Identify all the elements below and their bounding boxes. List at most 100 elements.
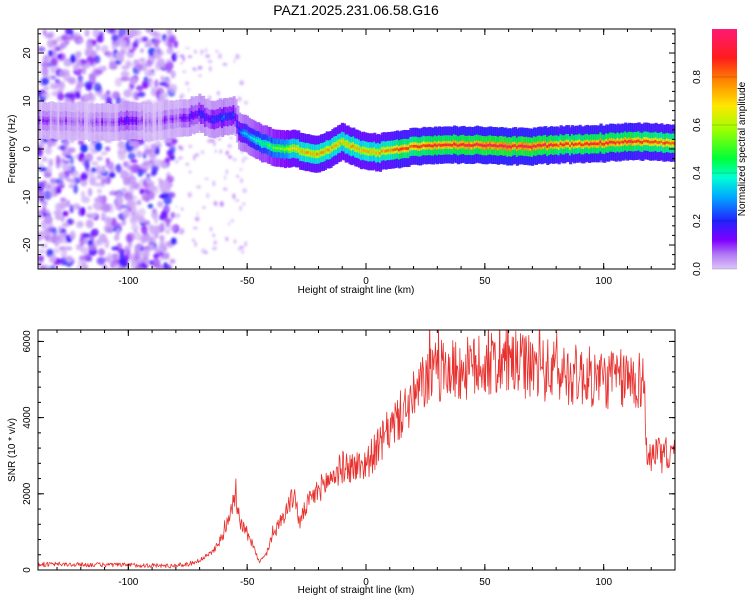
spectrogram-ridge-cell xyxy=(186,116,191,120)
spectrogram-cell xyxy=(209,226,213,232)
spectrogram-ridge-cell xyxy=(652,140,656,144)
x-tick-label: 100 xyxy=(595,276,612,287)
spectrogram-cell xyxy=(135,264,143,269)
spectrogram-cell xyxy=(144,78,152,83)
spectrogram-ridge-cell xyxy=(338,141,343,145)
spectrogram-ridge-cell xyxy=(259,140,263,144)
spectrogram-ridge-cell xyxy=(179,116,183,119)
spectrogram-cell xyxy=(120,76,130,82)
spectrogram-ridge-cell xyxy=(164,118,168,122)
spectrogram-cell xyxy=(61,158,66,164)
spectrogram-ridge-cell xyxy=(160,120,164,123)
spectrogram-ridge-cell xyxy=(665,141,670,144)
spectrogram-cell xyxy=(40,264,46,269)
spectrogram-cell xyxy=(175,213,180,218)
spectrogram-cell xyxy=(230,219,235,223)
spectrogram-cell xyxy=(200,150,205,155)
spectrogram-cell xyxy=(59,231,65,238)
spectrogram-cell xyxy=(167,191,176,199)
spectrogram-ridge-cell xyxy=(333,144,337,148)
spectrogram-cell xyxy=(170,211,176,219)
spectrogram-cell xyxy=(153,253,159,259)
spectrogram-cell xyxy=(188,144,193,148)
spectrogram-ridge-cell xyxy=(177,117,181,120)
spectrogram-cell xyxy=(205,54,210,58)
x-tick-label: -100 xyxy=(118,577,138,588)
spectrogram-ridge-cell xyxy=(68,119,73,123)
spectrogram-ridge-cell xyxy=(458,143,462,147)
spectrogram-cell xyxy=(69,204,74,214)
spectrogram-cell xyxy=(169,36,176,44)
spectrogram-cell xyxy=(175,205,178,208)
spectrogram-ridge-cell xyxy=(654,139,658,143)
spectrogram-cell xyxy=(41,66,49,77)
spectrogram-ridge-cell xyxy=(318,152,322,156)
spectrogram-ridge-cell xyxy=(565,142,569,145)
x-tick-label: -100 xyxy=(118,276,138,287)
spectrogram-cell xyxy=(69,170,79,178)
spectrogram-cell xyxy=(166,149,173,157)
spectrogram-cell xyxy=(105,226,113,233)
spectrogram-cell xyxy=(215,204,218,207)
spectrogram-cell xyxy=(151,208,157,214)
spectrogram-ridge-cell xyxy=(262,142,267,146)
spectrogram-cell xyxy=(143,148,153,155)
spectrogram-cell xyxy=(164,252,170,260)
spectrogram-cell xyxy=(240,178,243,184)
spectrogram-cell xyxy=(45,147,52,155)
spectrogram-ridge-cell xyxy=(211,117,215,121)
spectrogram-ridge-cell xyxy=(260,142,265,146)
spectrogram-ridge-cell xyxy=(411,144,415,148)
spectrogram-cell xyxy=(111,43,117,51)
spectrogram-cell xyxy=(145,29,153,33)
spectrogram-cell xyxy=(208,65,212,72)
spectrogram-cell xyxy=(165,62,172,69)
spectrogram-cell xyxy=(159,235,165,241)
spectrogram-ridge-cell xyxy=(325,148,329,152)
spectrogram-cell xyxy=(207,59,213,64)
spectrogram-ridge-cell xyxy=(380,149,384,153)
spectrogram-ridge-cell xyxy=(475,142,480,146)
spectrogram-cell xyxy=(182,57,185,62)
spectrogram-cell xyxy=(108,63,118,70)
spectrogram-cell xyxy=(196,185,202,189)
spectrogram-ridge-cell xyxy=(59,119,63,123)
spectrogram-ridge-cell xyxy=(529,145,533,149)
spectrogram-cell xyxy=(213,240,217,246)
spectrogram-ridge-cell xyxy=(375,151,379,155)
spectrogram-cell xyxy=(115,227,121,236)
spectrogram-ridge-cell xyxy=(434,143,438,147)
spectrogram-ridge-cell xyxy=(671,141,675,145)
spectrogram-cell xyxy=(138,218,147,224)
spectrogram-cell xyxy=(149,260,154,266)
spectrogram-cell xyxy=(106,29,115,34)
spectrogram-ridge-cell xyxy=(55,119,59,123)
spectrogram-cell xyxy=(243,156,249,160)
spectrogram-cell xyxy=(60,249,68,259)
x-tick-label: -50 xyxy=(240,276,255,287)
spectrogram-cell xyxy=(182,70,187,74)
spectrogram-cell xyxy=(170,70,176,79)
spectrogram-ridge-cell xyxy=(127,119,132,123)
spectrogram-cell xyxy=(60,197,67,202)
spectrogram-cell xyxy=(163,138,173,143)
spectrogram-ridge-cell xyxy=(496,144,500,148)
spectrogram-cell xyxy=(87,205,93,211)
spectrogram-cell xyxy=(80,190,86,199)
spectrogram-ridge-cell xyxy=(511,144,516,148)
spectrogram-cell xyxy=(156,58,166,68)
spectrogram-cell xyxy=(126,199,133,205)
spectrogram-ridge-cell xyxy=(169,117,173,121)
spectrogram-ridge-cell xyxy=(95,120,99,124)
spectrogram-cell xyxy=(154,247,159,253)
spectrogram-cell xyxy=(61,148,67,158)
spectrogram-ridge-cell xyxy=(555,143,559,147)
spectrogram-ridge-cell xyxy=(357,147,362,151)
spectrogram-cell xyxy=(108,172,116,178)
spectrogram-cell xyxy=(42,55,50,64)
spectrogram-cell xyxy=(185,162,190,166)
spectrogram-cell xyxy=(192,226,198,230)
spectrogram-ridge-cell xyxy=(405,147,409,150)
spectrogram-cell xyxy=(77,74,84,83)
spectrogram-cell xyxy=(202,206,206,209)
